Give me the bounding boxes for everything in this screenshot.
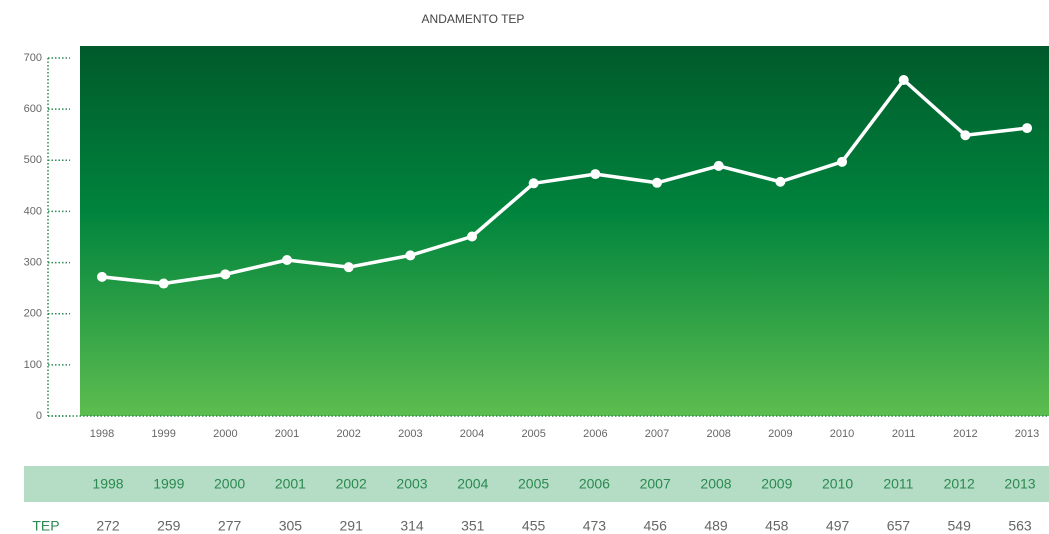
plot-area <box>80 46 1049 416</box>
table-year: 2011 <box>883 476 913 492</box>
point <box>590 169 601 180</box>
x-tick-label: 2010 <box>830 428 854 440</box>
table-value: 489 <box>704 518 728 534</box>
x-tick-label: 1998 <box>90 428 114 440</box>
point <box>837 156 848 167</box>
x-tick-label: 2007 <box>645 428 669 440</box>
table-header-band <box>24 466 1049 502</box>
point <box>220 269 231 280</box>
table-value: 549 <box>948 518 972 534</box>
point <box>652 177 663 188</box>
point <box>158 278 169 289</box>
table-value: 455 <box>522 518 546 534</box>
y-tick-label: 600 <box>24 103 42 115</box>
table-value: 458 <box>765 518 789 534</box>
y-tick-label: 200 <box>24 308 42 320</box>
x-tick-label: 1999 <box>151 428 175 440</box>
table-value: 497 <box>826 518 850 534</box>
x-tick-label: 2012 <box>953 428 977 440</box>
table-year: 2004 <box>457 476 488 492</box>
point <box>405 250 416 261</box>
x-tick-label: 2004 <box>460 428 484 440</box>
table-year: 2012 <box>944 476 975 492</box>
table-value: 456 <box>644 518 668 534</box>
table-year: 1999 <box>153 476 184 492</box>
point <box>97 271 107 282</box>
table-value: 272 <box>96 518 120 534</box>
y-tick-label: 700 <box>24 52 42 64</box>
table-year: 2009 <box>761 476 792 492</box>
point <box>1022 123 1033 134</box>
x-tick-label: 2003 <box>398 428 422 440</box>
line <box>101 78 1028 286</box>
x-tick-label: 2008 <box>706 428 730 440</box>
point <box>898 74 909 85</box>
y-tick-label: 400 <box>24 205 42 217</box>
x-tick-label: 2002 <box>336 428 360 440</box>
chart-title: ANDAMENTO TEP <box>422 12 525 26</box>
x-tick-label: 2001 <box>275 428 299 440</box>
table-row-label: TEP <box>32 518 59 534</box>
table-value: 563 <box>1008 518 1032 534</box>
table-year: 2007 <box>640 476 671 492</box>
y-tick-label: 100 <box>24 359 42 371</box>
table-year: 2005 <box>518 476 549 492</box>
table-year: 1998 <box>92 476 123 492</box>
point <box>960 130 971 141</box>
point <box>467 231 478 242</box>
y-tick-label: 500 <box>24 154 42 166</box>
table-year: 2006 <box>579 476 610 492</box>
y-tick-label: 0 <box>36 410 42 422</box>
table-value: 259 <box>157 518 181 534</box>
table-year: 2013 <box>1004 476 1035 492</box>
point <box>775 176 786 187</box>
table-value: 314 <box>400 518 424 534</box>
point <box>282 255 293 266</box>
table-year: 2000 <box>214 476 245 492</box>
x-tick-label: 2006 <box>583 428 607 440</box>
table-year: 2010 <box>822 476 853 492</box>
table-year: 2001 <box>275 476 306 492</box>
table-value: 473 <box>583 518 607 534</box>
table-year: 2003 <box>396 476 427 492</box>
x-tick-label: 2005 <box>521 428 545 440</box>
x-tick-label: 2011 <box>892 428 916 440</box>
x-tick-label: 2000 <box>213 428 237 440</box>
table-value: 291 <box>340 518 364 534</box>
y-tick-label: 300 <box>24 256 42 268</box>
point <box>343 262 354 273</box>
table-value: 305 <box>279 518 303 534</box>
table-year: 2008 <box>700 476 731 492</box>
x-tick-label: 2009 <box>768 428 792 440</box>
table-value: 657 <box>887 518 911 534</box>
table-value: 277 <box>218 518 242 534</box>
point <box>713 160 724 171</box>
table-value: 351 <box>461 518 485 534</box>
point <box>528 178 539 189</box>
x-tick-label: 2013 <box>1015 428 1039 440</box>
table-year: 2002 <box>336 476 367 492</box>
